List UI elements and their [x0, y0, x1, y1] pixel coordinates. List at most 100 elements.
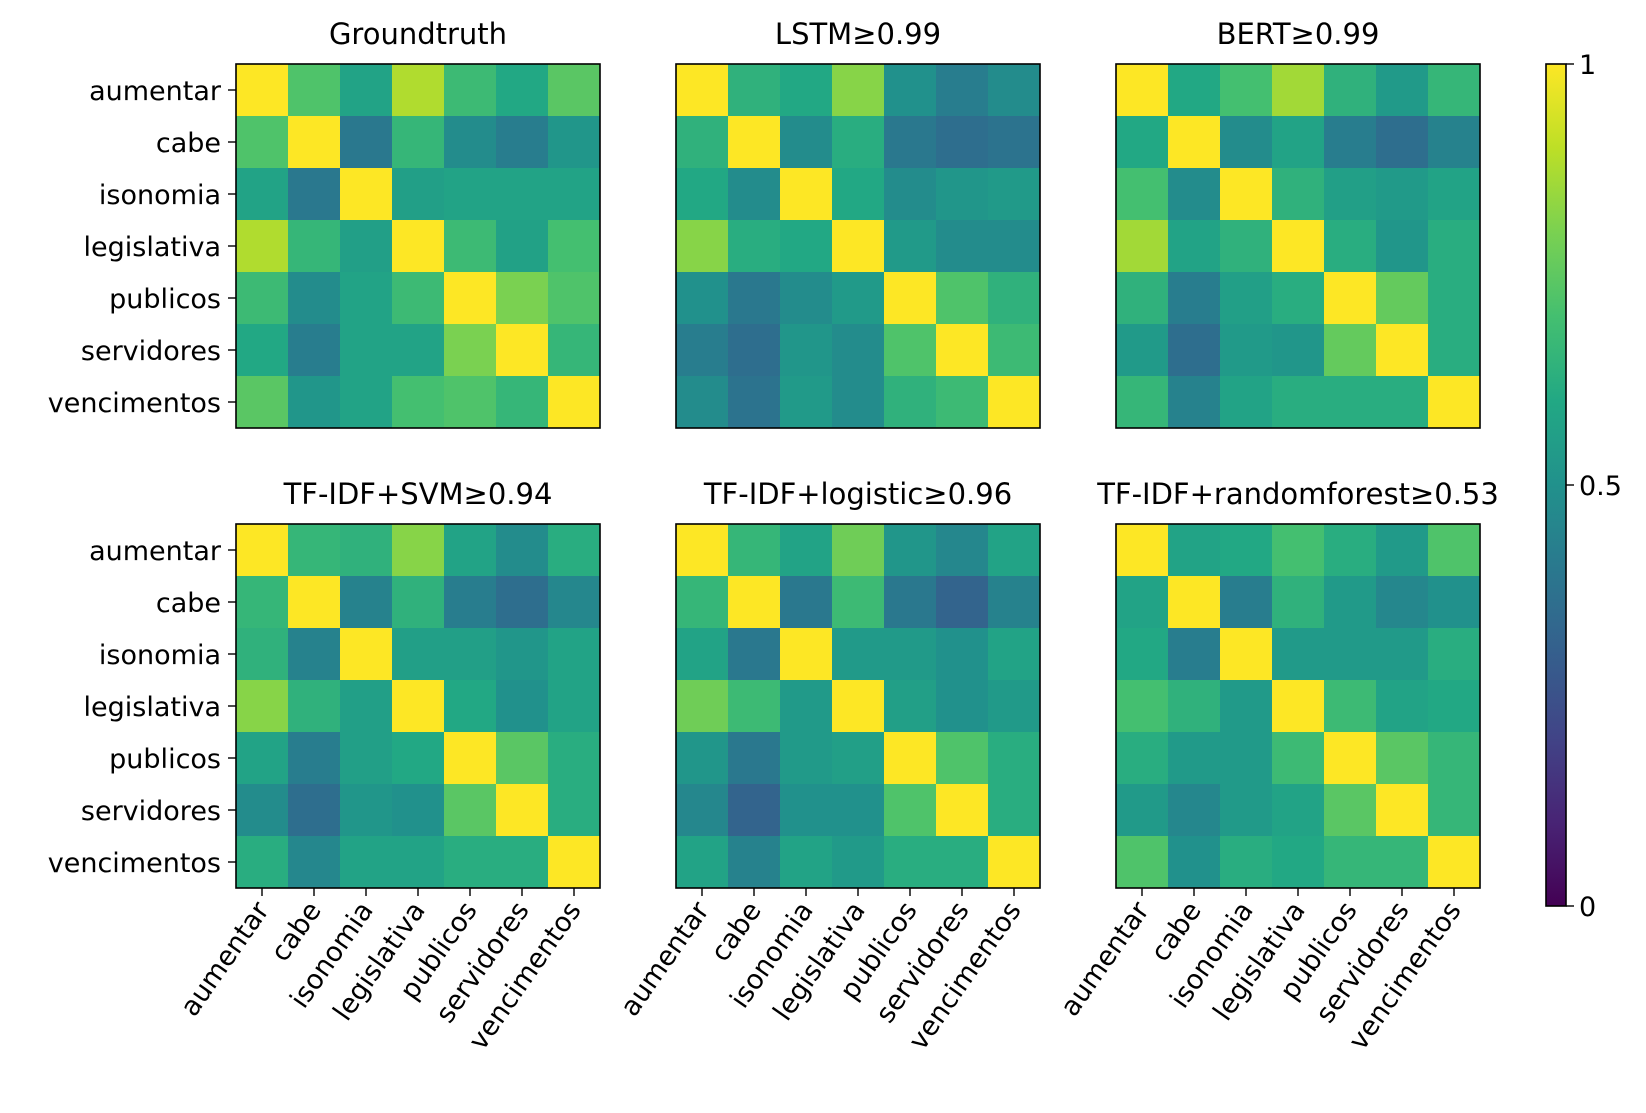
- heatmap-cell: [236, 324, 289, 377]
- heatmap-cell: [1324, 116, 1377, 169]
- heatmap-cell: [988, 524, 1041, 577]
- heatmap-cell: [392, 836, 445, 889]
- y-tick-label: aumentar: [89, 536, 222, 567]
- heatmap-cell: [936, 524, 989, 577]
- heatmap-cell: [340, 576, 393, 629]
- heatmap-cell: [496, 524, 549, 577]
- heatmap-cell: [832, 116, 885, 169]
- heatmap-cell: [1168, 784, 1221, 837]
- heatmap-cell: [288, 168, 341, 221]
- heatmap-cell: [1272, 376, 1325, 429]
- heatmap-cell: [288, 524, 341, 577]
- heatmap-cell: [444, 680, 497, 733]
- heatmap-cell: [392, 376, 445, 429]
- heatmap-cell: [236, 272, 289, 325]
- heatmap-cell: [832, 376, 885, 429]
- heatmap-cell: [1220, 220, 1273, 273]
- y-tick-label: servidores: [81, 796, 221, 827]
- heatmap-cell: [728, 784, 781, 837]
- heatmap-cell: [1428, 576, 1481, 629]
- heatmap-cell: [676, 836, 729, 889]
- heatmap-cell: [496, 324, 549, 377]
- heatmap-cell: [780, 220, 833, 273]
- heatmap-cell: [1168, 524, 1221, 577]
- heatmap-panel: TF-IDF+logistic≥0.96aumentarcabeisonomia…: [615, 477, 1041, 1056]
- y-tick-label: legislativa: [84, 232, 221, 263]
- heatmap-cell: [340, 784, 393, 837]
- heatmap-cell: [832, 168, 885, 221]
- heatmap-cell: [288, 784, 341, 837]
- heatmap-cell: [988, 64, 1041, 117]
- heatmap-cell: [496, 628, 549, 681]
- heatmap-cell: [676, 376, 729, 429]
- heatmap-cell: [236, 628, 289, 681]
- heatmap-cell: [780, 524, 833, 577]
- heatmap-cell: [728, 324, 781, 377]
- heatmap-cell: [988, 732, 1041, 785]
- heatmap-cell: [728, 524, 781, 577]
- heatmap-cell: [728, 836, 781, 889]
- heatmap-cell: [936, 576, 989, 629]
- heatmap-cell: [548, 680, 601, 733]
- heatmap-cell: [392, 680, 445, 733]
- heatmap-cell: [780, 168, 833, 221]
- heatmap-cell: [236, 680, 289, 733]
- heatmap-cell: [444, 168, 497, 221]
- colorbar-tick-label: 0: [1579, 892, 1596, 923]
- panel-title: Groundtruth: [329, 17, 507, 51]
- heatmap-cell: [1324, 220, 1377, 273]
- heatmap-cell: [1220, 168, 1273, 221]
- heatmap-cell: [988, 324, 1041, 377]
- panels-layer: Groundtruth aumentar cabe isonomia legislati…: [48, 17, 1499, 1056]
- heatmap-cell: [676, 324, 729, 377]
- colorbar-gradient: [1546, 64, 1566, 906]
- heatmap-cell: [548, 732, 601, 785]
- heatmap-cell: [1272, 836, 1325, 889]
- heatmap-cell: [832, 576, 885, 629]
- heatmap-cell: [1272, 116, 1325, 169]
- heatmap-cell: [988, 168, 1041, 221]
- heatmap-cell: [236, 576, 289, 629]
- heatmap-cell: [884, 576, 937, 629]
- heatmap-cell: [936, 272, 989, 325]
- heatmap-cell: [236, 220, 289, 273]
- heatmap-cell: [392, 272, 445, 325]
- heatmap-cell: [1428, 524, 1481, 577]
- colorbar-tick-label: 0.5: [1579, 471, 1622, 502]
- heatmap-cell: [936, 324, 989, 377]
- heatmap-cell: [1376, 524, 1429, 577]
- heatmap-cell: [1168, 628, 1221, 681]
- heatmap-cell: [1220, 324, 1273, 377]
- heatmap-cell: [1168, 376, 1221, 429]
- heatmap-cell: [1324, 732, 1377, 785]
- y-tick-label: vencimentos: [48, 388, 221, 419]
- heatmap-cell: [392, 324, 445, 377]
- heatmap-cell: [936, 116, 989, 169]
- heatmap-cell: [936, 168, 989, 221]
- heatmap-cell: [1116, 116, 1169, 169]
- heatmap-cell: [676, 576, 729, 629]
- heatmap-cell: [728, 628, 781, 681]
- heatmap-cell: [1116, 64, 1169, 117]
- heatmap-cell: [236, 524, 289, 577]
- heatmap-cell: [1272, 168, 1325, 221]
- heatmap-cell: [676, 784, 729, 837]
- heatmap-cell: [1428, 836, 1481, 889]
- heatmap-cell: [676, 116, 729, 169]
- heatmap-cell: [1116, 168, 1169, 221]
- heatmap-cell: [1376, 64, 1429, 117]
- y-tick-label: aumentar: [89, 76, 222, 107]
- heatmap-cell: [236, 64, 289, 117]
- heatmap-cell: [444, 836, 497, 889]
- heatmap-cell: [1376, 732, 1429, 785]
- heatmap-cell: [1428, 64, 1481, 117]
- heatmap-cell: [496, 64, 549, 117]
- heatmap-cell: [936, 64, 989, 117]
- heatmap-cell: [1116, 628, 1169, 681]
- heatmap-cell: [444, 272, 497, 325]
- heatmap-cell: [1376, 116, 1429, 169]
- y-tick-label: cabe: [156, 128, 221, 159]
- heatmap-cell: [1168, 168, 1221, 221]
- heatmap-cell: [496, 784, 549, 837]
- heatmap-cell: [728, 376, 781, 429]
